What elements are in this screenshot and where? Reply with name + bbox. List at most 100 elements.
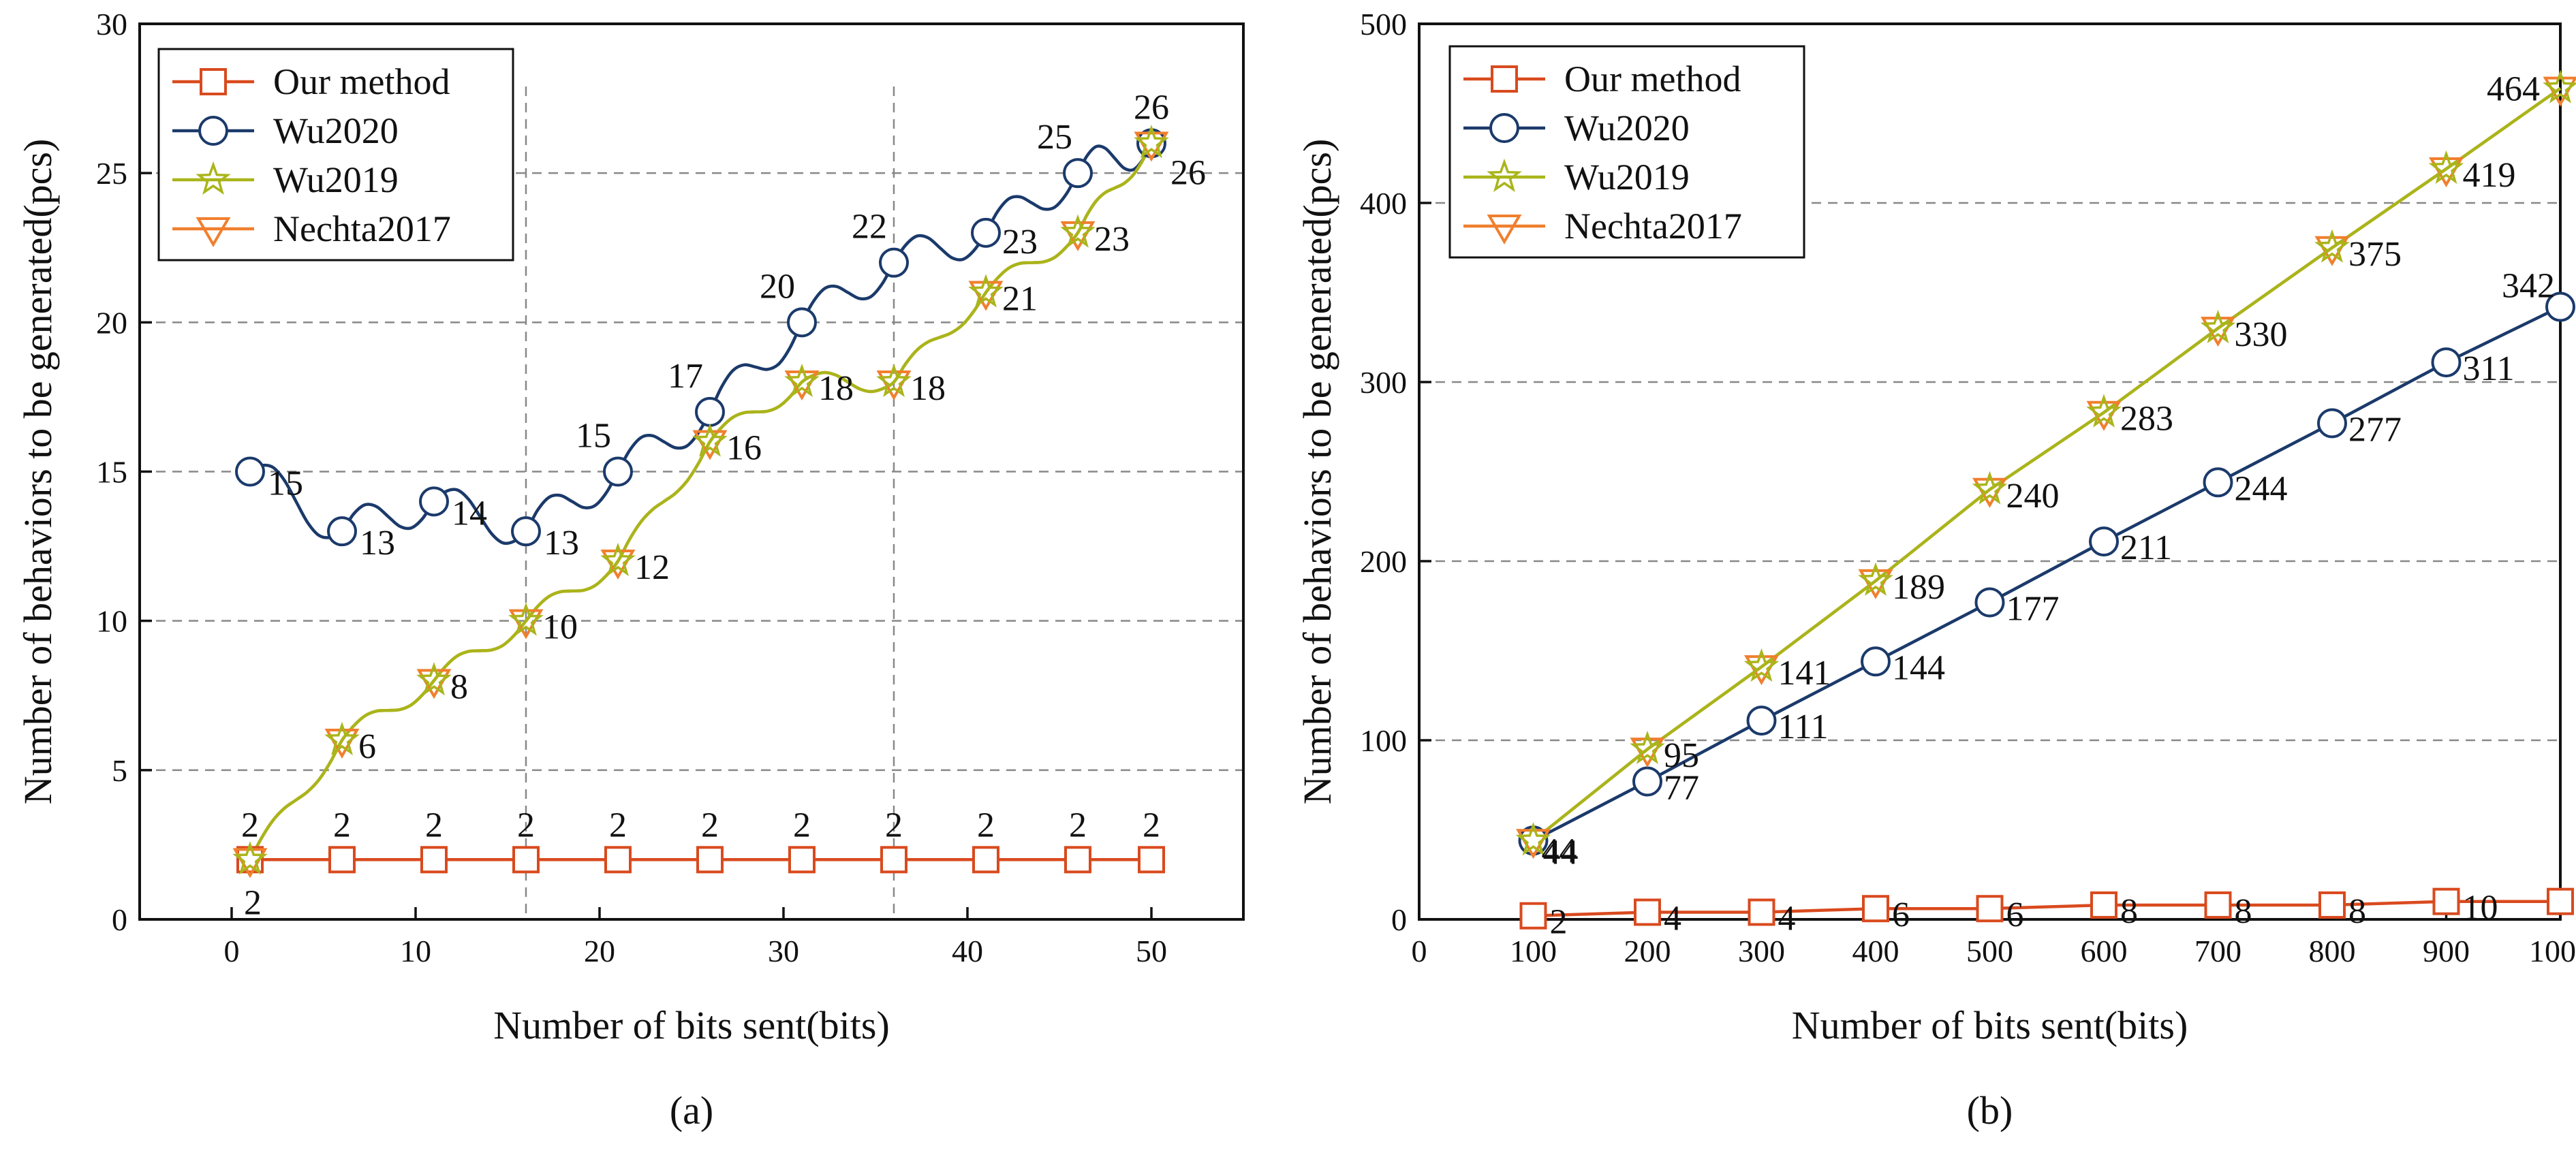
data-point-our-method (2204, 891, 2232, 919)
data-point-wu2019 (1515, 822, 1551, 856)
data-point-wu2019 (2086, 394, 2122, 428)
data-label-nechta2017: 6 (358, 727, 376, 766)
data-point-wu2020 (1974, 587, 2005, 618)
y-tick-label: 0 (112, 902, 127, 937)
data-point-wu2020 (2317, 408, 2347, 439)
legend-swatch-marker (1487, 158, 1522, 192)
data-point-wu2019 (1060, 214, 1096, 248)
data-point-wu2020 (2089, 526, 2119, 557)
x-tick-label: 200 (1624, 934, 1671, 968)
data-point-wu2020 (2431, 347, 2462, 378)
data-label-nechta2017: 12 (634, 548, 670, 587)
data-point-wu2020 (879, 247, 909, 278)
data-point-wu2019 (1630, 731, 1665, 765)
data-label-our-method: 10 (2463, 889, 2498, 928)
data-point-wu2019 (2314, 229, 2350, 263)
data-point-wu2020 (511, 516, 541, 547)
data-point-wu2019 (876, 363, 912, 397)
data-label-nechta2017: 18 (910, 369, 946, 408)
data-point-wu2019 (2428, 150, 2464, 184)
data-point-wu2019 (1134, 125, 1169, 159)
data-point-nechta2017 (1516, 829, 1551, 859)
data-point-wu2020 (603, 456, 633, 487)
data-point-our-method (1634, 898, 1661, 926)
data-point-our-method (1976, 895, 2004, 923)
data-label-our-method: 2 (609, 806, 627, 844)
data-point-wu2019 (784, 363, 820, 397)
y-tick-label: 30 (96, 7, 127, 42)
data-point-nechta2017 (2314, 236, 2350, 266)
x-tick-label: 30 (768, 934, 799, 968)
data-point-nechta2017 (2201, 317, 2235, 347)
data-point-wu2019 (600, 542, 636, 576)
data-label-nechta2017: 419 (2463, 156, 2516, 195)
legend-entry-label: Nechta2017 (273, 208, 451, 249)
data-label-wu2020: 277 (2348, 410, 2402, 449)
data-label-our-method: 4 (1778, 899, 1796, 938)
data-label-nechta2017: 8 (450, 667, 468, 706)
x-tick-label: 0 (224, 934, 240, 968)
legend-swatch-marker (1487, 215, 1522, 244)
data-point-wu2019 (2200, 309, 2236, 344)
data-point-wu2020 (787, 307, 817, 338)
data-label-our-method: 2 (333, 806, 351, 844)
y-axis-title: Number of behaviors to be generated(pcs) (16, 139, 60, 805)
data-point-nechta2017 (1134, 131, 1169, 162)
legend: Our method Wu2020 Wu2019 Nechta2017 (157, 48, 514, 262)
data-point-nechta2017 (784, 370, 820, 400)
data-label-our-method: 2 (885, 806, 903, 844)
data-label-wu2020: 77 (1664, 768, 1699, 807)
data-label-our-method: 4 (1664, 899, 1681, 938)
data-label-wu2020: 22 (852, 208, 887, 247)
data-label-nechta2017: 10 (542, 608, 578, 647)
y-tick-label: 20 (96, 305, 127, 340)
data-point-our-method (2090, 891, 2117, 919)
data-label-wu2020: 311 (2463, 349, 2515, 388)
data-label-wu2020: 111 (1778, 708, 1829, 746)
data-point-wu2019 (968, 274, 1004, 308)
y-tick-label: 400 (1360, 186, 1407, 221)
data-label-wu2020: 14 (452, 494, 487, 533)
data-point-wu2020 (327, 516, 357, 547)
data-label-nechta2017: 283 (2120, 400, 2173, 439)
data-point-nechta2017 (508, 609, 544, 639)
x-tick-label: 500 (1966, 934, 2013, 968)
data-point-wu2019 (416, 662, 452, 696)
data-label-wu2020: 342 (2502, 267, 2555, 306)
data-point-wu2020 (1632, 766, 1662, 797)
data-point-wu2020 (971, 217, 1001, 248)
data-label-wu2020: 244 (2235, 469, 2288, 508)
data-label-wu2020: 15 (268, 464, 303, 503)
y-tick-label: 15 (96, 455, 127, 490)
data-label-wu2020: 25 (1037, 118, 1072, 157)
data-label-our-method: 6 (1892, 896, 1910, 934)
data-label-our-method: 8 (2120, 892, 2138, 931)
data-label-our-method: 2 (1143, 806, 1160, 844)
legend-entry-label: Our method (1564, 59, 1741, 99)
data-point-our-method (788, 846, 816, 874)
legend-swatch-marker (198, 116, 228, 146)
data-point-nechta2017 (2543, 76, 2576, 107)
data-point-our-method (512, 846, 540, 874)
data-label-wu2020: 15 (576, 417, 611, 456)
y-tick-label: 25 (96, 156, 127, 191)
x-tick-label: 40 (952, 934, 983, 968)
data-label-wu2020: 44 (1542, 832, 1577, 870)
x-tick-label: 300 (1738, 934, 1785, 968)
data-point-wu2020 (235, 456, 265, 487)
data-label-nechta2017: 141 (1778, 654, 1831, 693)
data-label-nechta2017: 330 (2235, 315, 2288, 354)
legend-entry-label: Wu2019 (1564, 157, 1690, 197)
y-tick-label: 500 (1360, 7, 1407, 42)
data-label-wu2020: 211 (2120, 528, 2172, 567)
data-label-nechta2017: 95 (1664, 736, 1699, 775)
y-tick-label: 5 (112, 753, 127, 788)
data-label-nechta2017: 18 (818, 369, 854, 408)
data-point-nechta2017 (876, 370, 912, 400)
series-line-wu2019 (249, 142, 1153, 861)
x-tick-label: 100 (1510, 934, 1557, 968)
data-point-nechta2017 (1630, 738, 1665, 768)
data-point-our-method (972, 846, 999, 874)
x-tick-label: 20 (584, 934, 615, 968)
